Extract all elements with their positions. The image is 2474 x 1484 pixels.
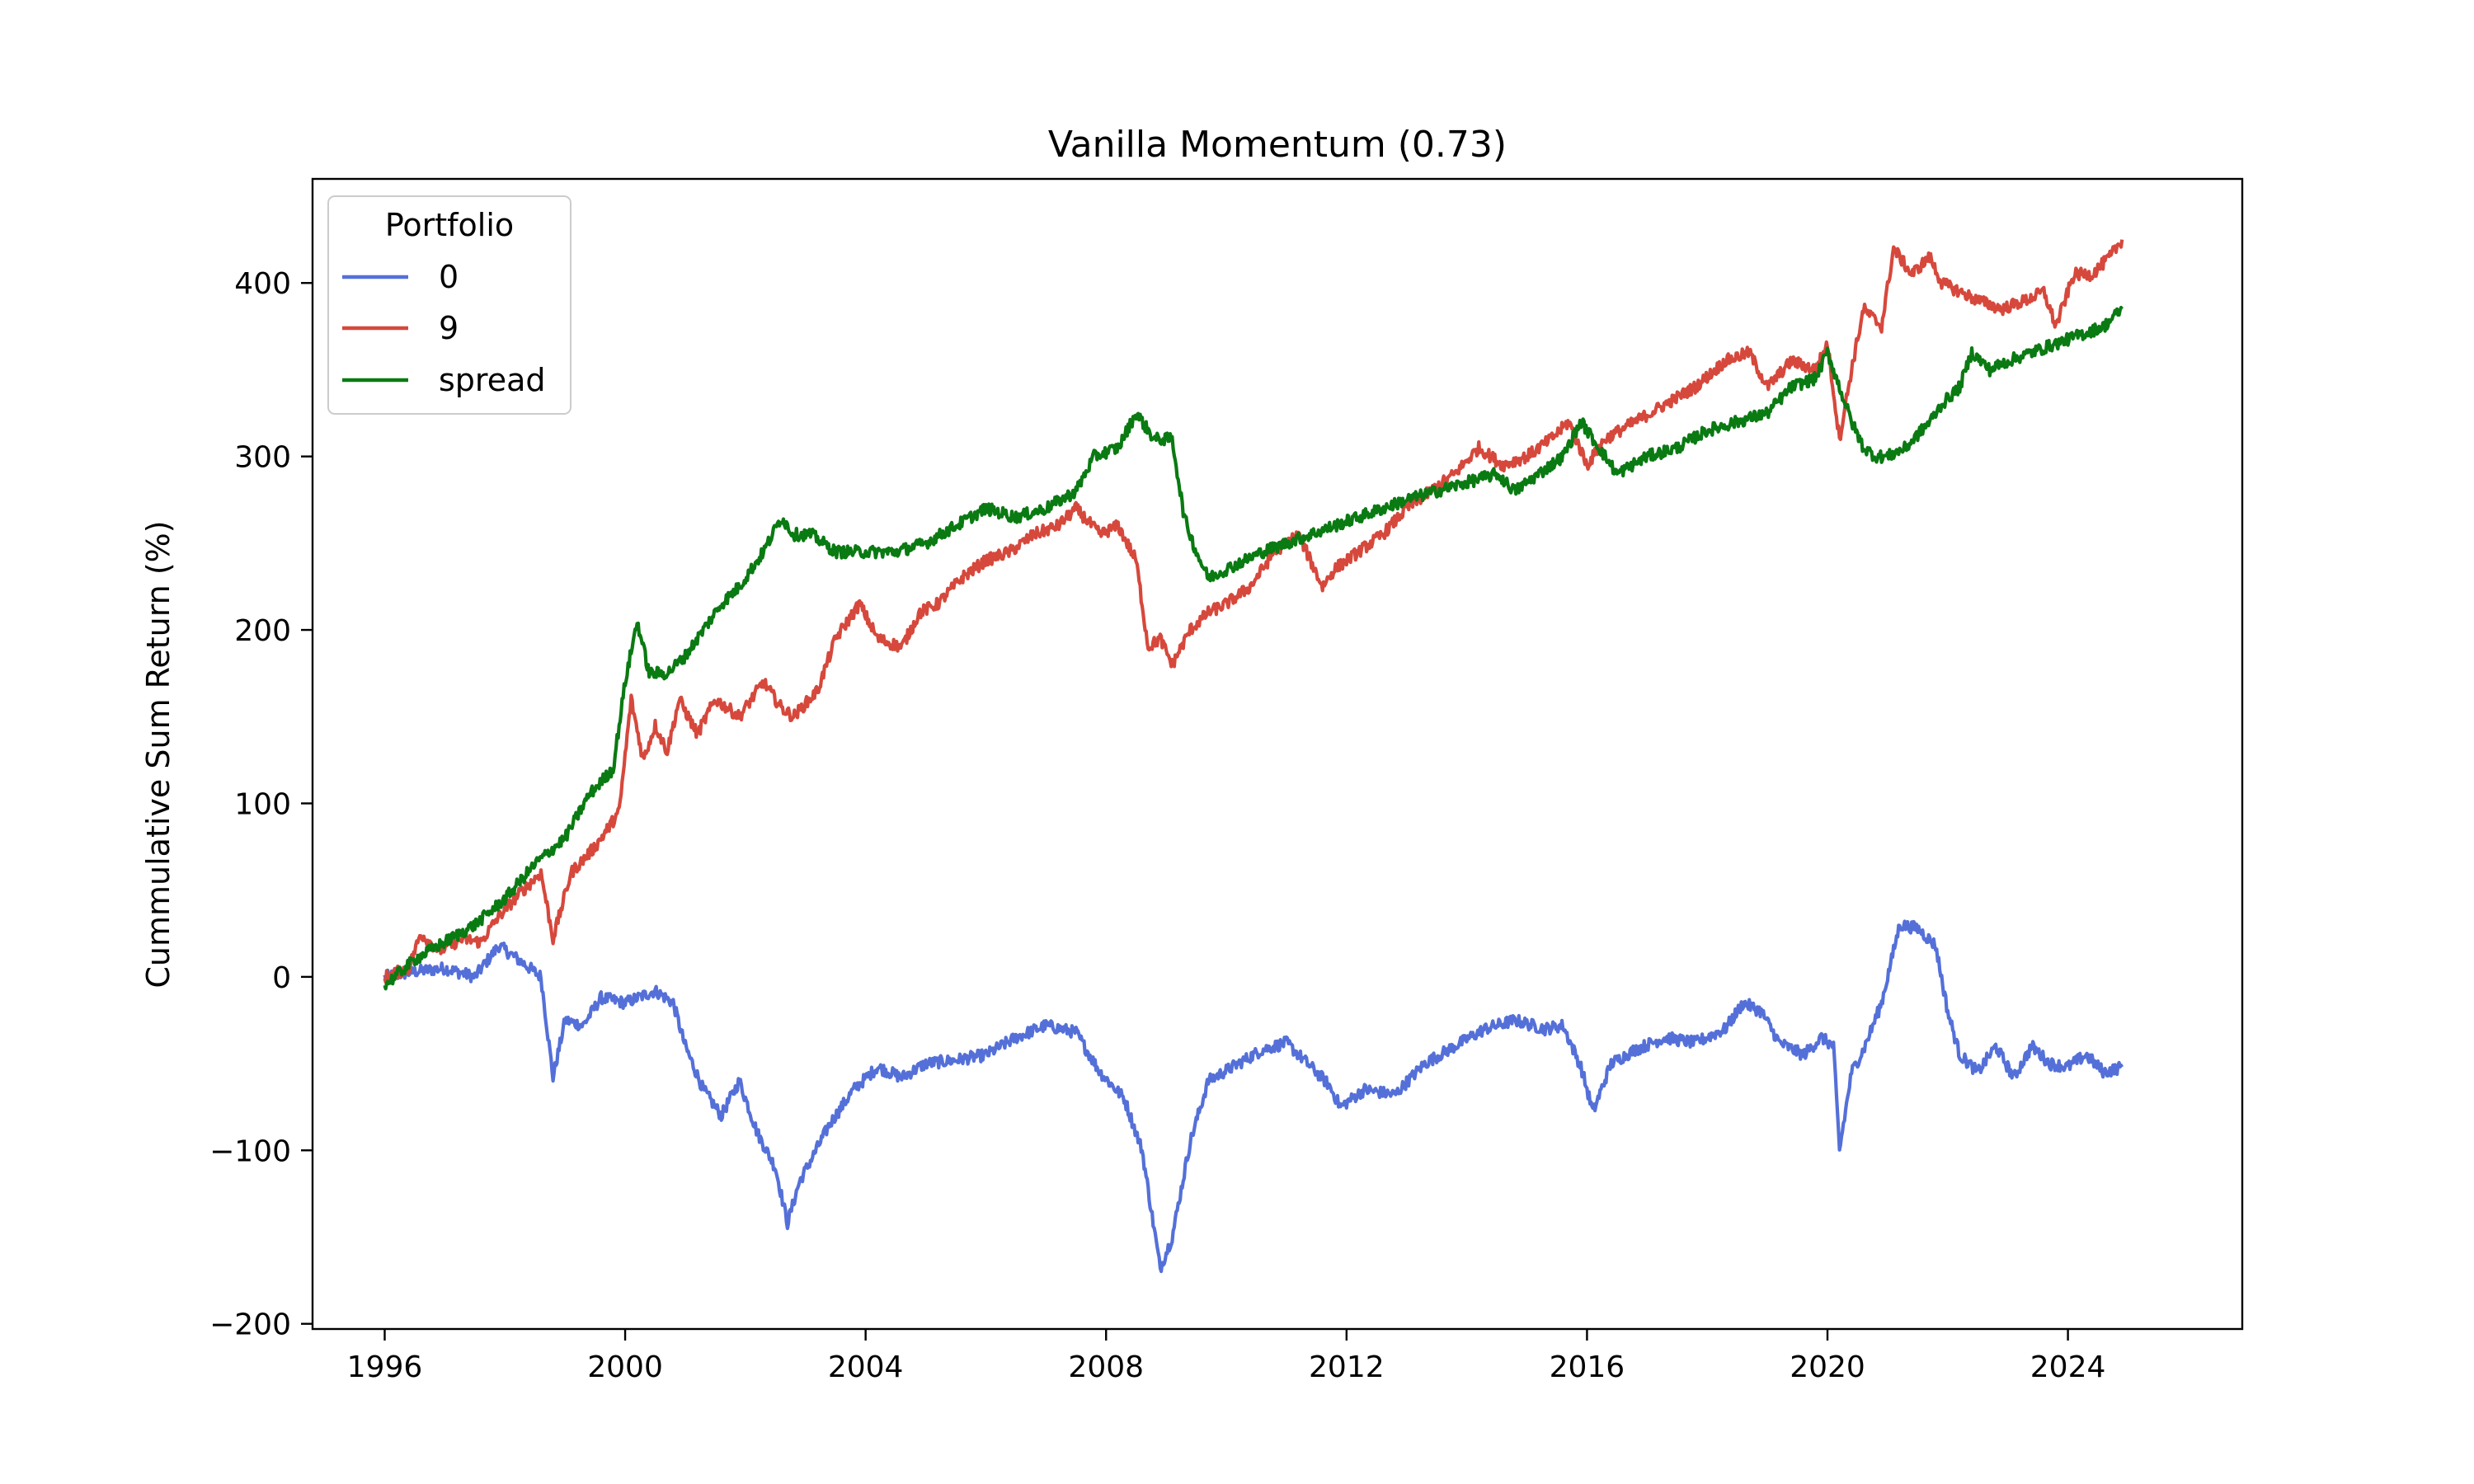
x-tick-label: 2016 — [1550, 1350, 1625, 1384]
y-axis: −200 −100 0 100 200 300 400 — [209, 267, 313, 1342]
y-tick-label: 100 — [234, 787, 291, 821]
x-tick-label: 2020 — [1790, 1350, 1865, 1384]
legend-box — [327, 195, 571, 415]
axes-frame — [311, 177, 2244, 1331]
legend-label-spread: spread — [439, 362, 546, 398]
x-axis: 1996 2000 2004 2008 2012 2016 2020 2024 — [347, 1329, 2106, 1384]
chart-title: Vanilla Momentum (0.73) — [1048, 124, 1507, 166]
y-tick-label: 200 — [234, 614, 291, 648]
x-tick-label: 2012 — [1309, 1350, 1385, 1384]
y-tick-label: −200 — [209, 1308, 291, 1342]
legend-label-9: 9 — [439, 310, 459, 346]
series-line-0 — [383, 919, 2124, 1274]
x-tick-label: 2004 — [828, 1350, 904, 1384]
y-axis-label: Cummulative Sum Return (%) — [140, 520, 176, 988]
x-tick-label: 2000 — [587, 1350, 663, 1384]
legend-title: Portfolio — [385, 207, 514, 243]
y-tick-label: −100 — [209, 1134, 291, 1168]
legend-label-0: 0 — [439, 259, 459, 295]
x-tick-label: 2008 — [1068, 1350, 1144, 1384]
y-tick-label: 0 — [272, 961, 291, 995]
x-tick-label: 1996 — [347, 1350, 423, 1384]
plot-area — [383, 239, 2124, 1274]
y-tick-label: 400 — [234, 267, 291, 301]
y-tick-label: 300 — [234, 441, 291, 475]
legend: Portfolio 0 9 spread — [327, 195, 571, 415]
x-tick-label: 2024 — [2030, 1350, 2106, 1384]
series-line-spread — [383, 305, 2124, 991]
series-line-9 — [383, 239, 2124, 984]
